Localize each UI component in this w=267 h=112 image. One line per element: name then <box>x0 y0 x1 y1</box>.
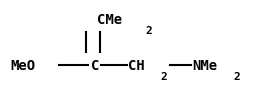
Text: NMe: NMe <box>192 58 217 72</box>
Text: CH: CH <box>128 58 145 72</box>
Text: 2: 2 <box>146 25 152 35</box>
Text: CMe: CMe <box>97 13 123 27</box>
Text: C: C <box>91 58 99 72</box>
Text: MeO: MeO <box>11 58 36 72</box>
Text: 2: 2 <box>160 71 167 81</box>
Text: 2: 2 <box>234 71 240 81</box>
